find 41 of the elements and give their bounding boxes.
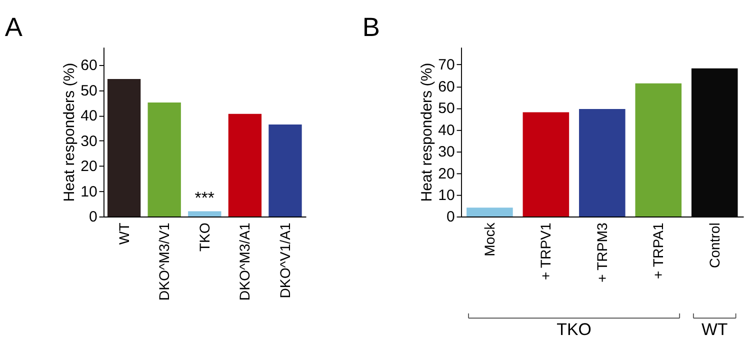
- bar: [228, 114, 262, 217]
- y-tick-label: 30: [80, 132, 98, 150]
- bar: [466, 208, 513, 217]
- chart-title: A: [4, 12, 23, 42]
- y-tick-label: 10: [438, 186, 455, 204]
- x-tick-label: DKO^M3/V1: [156, 222, 172, 301]
- y-tick-label: 50: [80, 82, 98, 100]
- y-tick-label: 20: [438, 165, 455, 182]
- text: TKO: [556, 320, 592, 340]
- x-tick-label: DKO^V1/A1: [276, 222, 293, 298]
- x-tick-label: + TRPM3: [594, 222, 610, 282]
- y-tick-label: 60: [80, 57, 98, 74]
- y-tick-label: 20: [80, 158, 98, 176]
- y-tick-label: 40: [80, 108, 98, 125]
- bar: [107, 79, 141, 217]
- x-tick-label: DKO^M3/A1: [236, 222, 253, 301]
- y-tick-label: 30: [438, 144, 455, 161]
- bar: [188, 211, 222, 217]
- bar: [268, 124, 302, 217]
- y-tick-label: 60: [438, 78, 455, 96]
- bar: [635, 83, 682, 217]
- annotation: ***: [194, 188, 215, 208]
- y-tick-label: 50: [438, 100, 455, 118]
- y-tick-label: 0: [89, 208, 98, 226]
- bar: [522, 112, 570, 217]
- x-tick-label: Mock: [481, 222, 498, 256]
- x-tick-label: Control: [706, 222, 722, 268]
- y-tick-label: 10: [80, 183, 98, 200]
- x-tick-label: + TRPV1: [538, 222, 554, 280]
- y-axis-title: Heat responders (%): [418, 62, 436, 202]
- x-tick-label: + TRPA1: [650, 222, 666, 279]
- bar: [148, 102, 181, 217]
- text: WT: [701, 320, 728, 340]
- y-tick-label: 0: [446, 208, 455, 226]
- chart-title: B: [362, 12, 380, 42]
- bar: [579, 109, 626, 217]
- y-axis-title: Heat responders (%): [61, 62, 78, 202]
- y-tick-label: 40: [438, 122, 455, 139]
- y-tick-label: 70: [438, 56, 455, 74]
- x-tick-label: WT: [116, 222, 132, 245]
- x-tick-label: TKO: [196, 222, 212, 252]
